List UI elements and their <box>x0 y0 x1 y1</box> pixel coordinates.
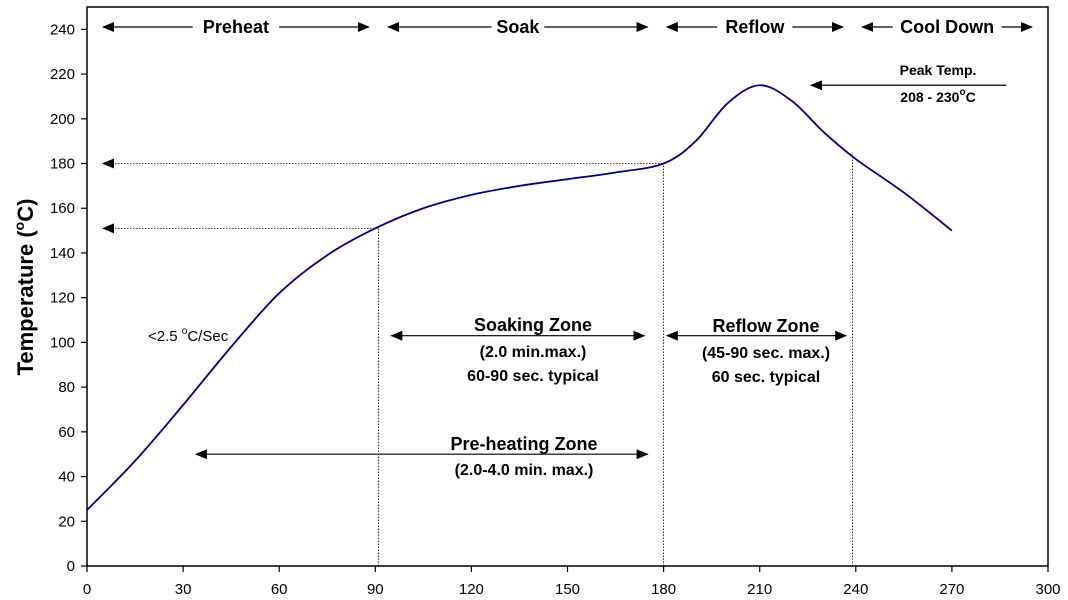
x-tick-label: 0 <box>83 581 91 598</box>
x-tick-label: 180 <box>651 581 676 598</box>
soaking-zone-title: Soaking Zone <box>474 315 592 335</box>
preheating-zone-title: Pre-heating Zone <box>450 434 597 454</box>
x-tick-label: 120 <box>459 581 484 598</box>
phase-label: Preheat <box>203 17 269 37</box>
soaking-zone-duration: (2.0 min.max.) <box>480 344 587 361</box>
preheating-zone-duration: (2.0-4.0 min. max.) <box>455 462 594 479</box>
y-tick-label: 100 <box>50 334 75 351</box>
y-tick-label: 60 <box>58 424 75 441</box>
temperature-profile-line <box>86 84 953 511</box>
peak-temp-label: Peak Temp. <box>900 62 977 78</box>
reflow-zone-typical: 60 sec. typical <box>712 369 821 386</box>
y-tick-label: 140 <box>50 245 75 262</box>
y-tick-label: 20 <box>58 513 75 530</box>
x-tick-label: 90 <box>367 581 384 598</box>
y-tick-label: 200 <box>50 111 75 128</box>
peak-temp-annotation: Peak Temp. 208 - 230oC <box>900 62 977 105</box>
x-tick-label: 150 <box>555 581 580 598</box>
x-tick-label: 300 <box>1035 581 1060 598</box>
reference-lines <box>102 154 853 566</box>
preheating-zone-annotation: Pre-heating Zone (2.0-4.0 min. max.) <box>450 434 597 479</box>
axes: 0 20 40 60 80 100 120 140 160 180 200 220 240 0 30 60 90… <box>50 21 1061 598</box>
y-tick-label: 220 <box>50 66 75 83</box>
soaking-zone-annotation: Soaking Zone (2.0 min.max.) 60-90 sec. t… <box>467 315 599 385</box>
y-tick-label: 40 <box>58 469 75 486</box>
phase-label: Reflow <box>725 17 785 37</box>
x-tick-label: 270 <box>939 581 964 598</box>
soaking-zone-typical: 60-90 sec. typical <box>467 368 599 385</box>
phase-label: Cool Down <box>900 17 994 37</box>
reflow-zone-title: Reflow Zone <box>713 316 820 336</box>
x-tick-label: 240 <box>843 581 868 598</box>
ramp-rate-label: <2.5 oC/Sec <box>148 326 229 345</box>
plot-area <box>86 6 1049 567</box>
y-tick-label: 80 <box>58 379 75 396</box>
y-tick-label: 120 <box>50 290 75 307</box>
y-tick-label: 240 <box>50 21 75 38</box>
series-layer <box>86 84 953 511</box>
reflow-zone-annotation: Reflow Zone (45-90 sec. max.) 60 sec. ty… <box>702 316 830 386</box>
reflow-zone-duration: (45-90 sec. max.) <box>702 345 830 362</box>
annotations-layer: Preheat Soak Reflow Cool Down <box>102 17 1033 460</box>
x-tick-label: 60 <box>271 581 288 598</box>
y-axis-label: Temperature (oC) <box>11 199 38 376</box>
x-tick-label: 210 <box>747 581 772 598</box>
y-tick-label: 180 <box>50 156 75 173</box>
y-tick-label: 0 <box>67 558 75 575</box>
x-tick-label: 30 <box>175 581 192 598</box>
phase-label: Soak <box>496 17 540 37</box>
peak-temp-range: 208 - 230oC <box>900 87 975 105</box>
y-tick-label: 160 <box>50 200 75 217</box>
